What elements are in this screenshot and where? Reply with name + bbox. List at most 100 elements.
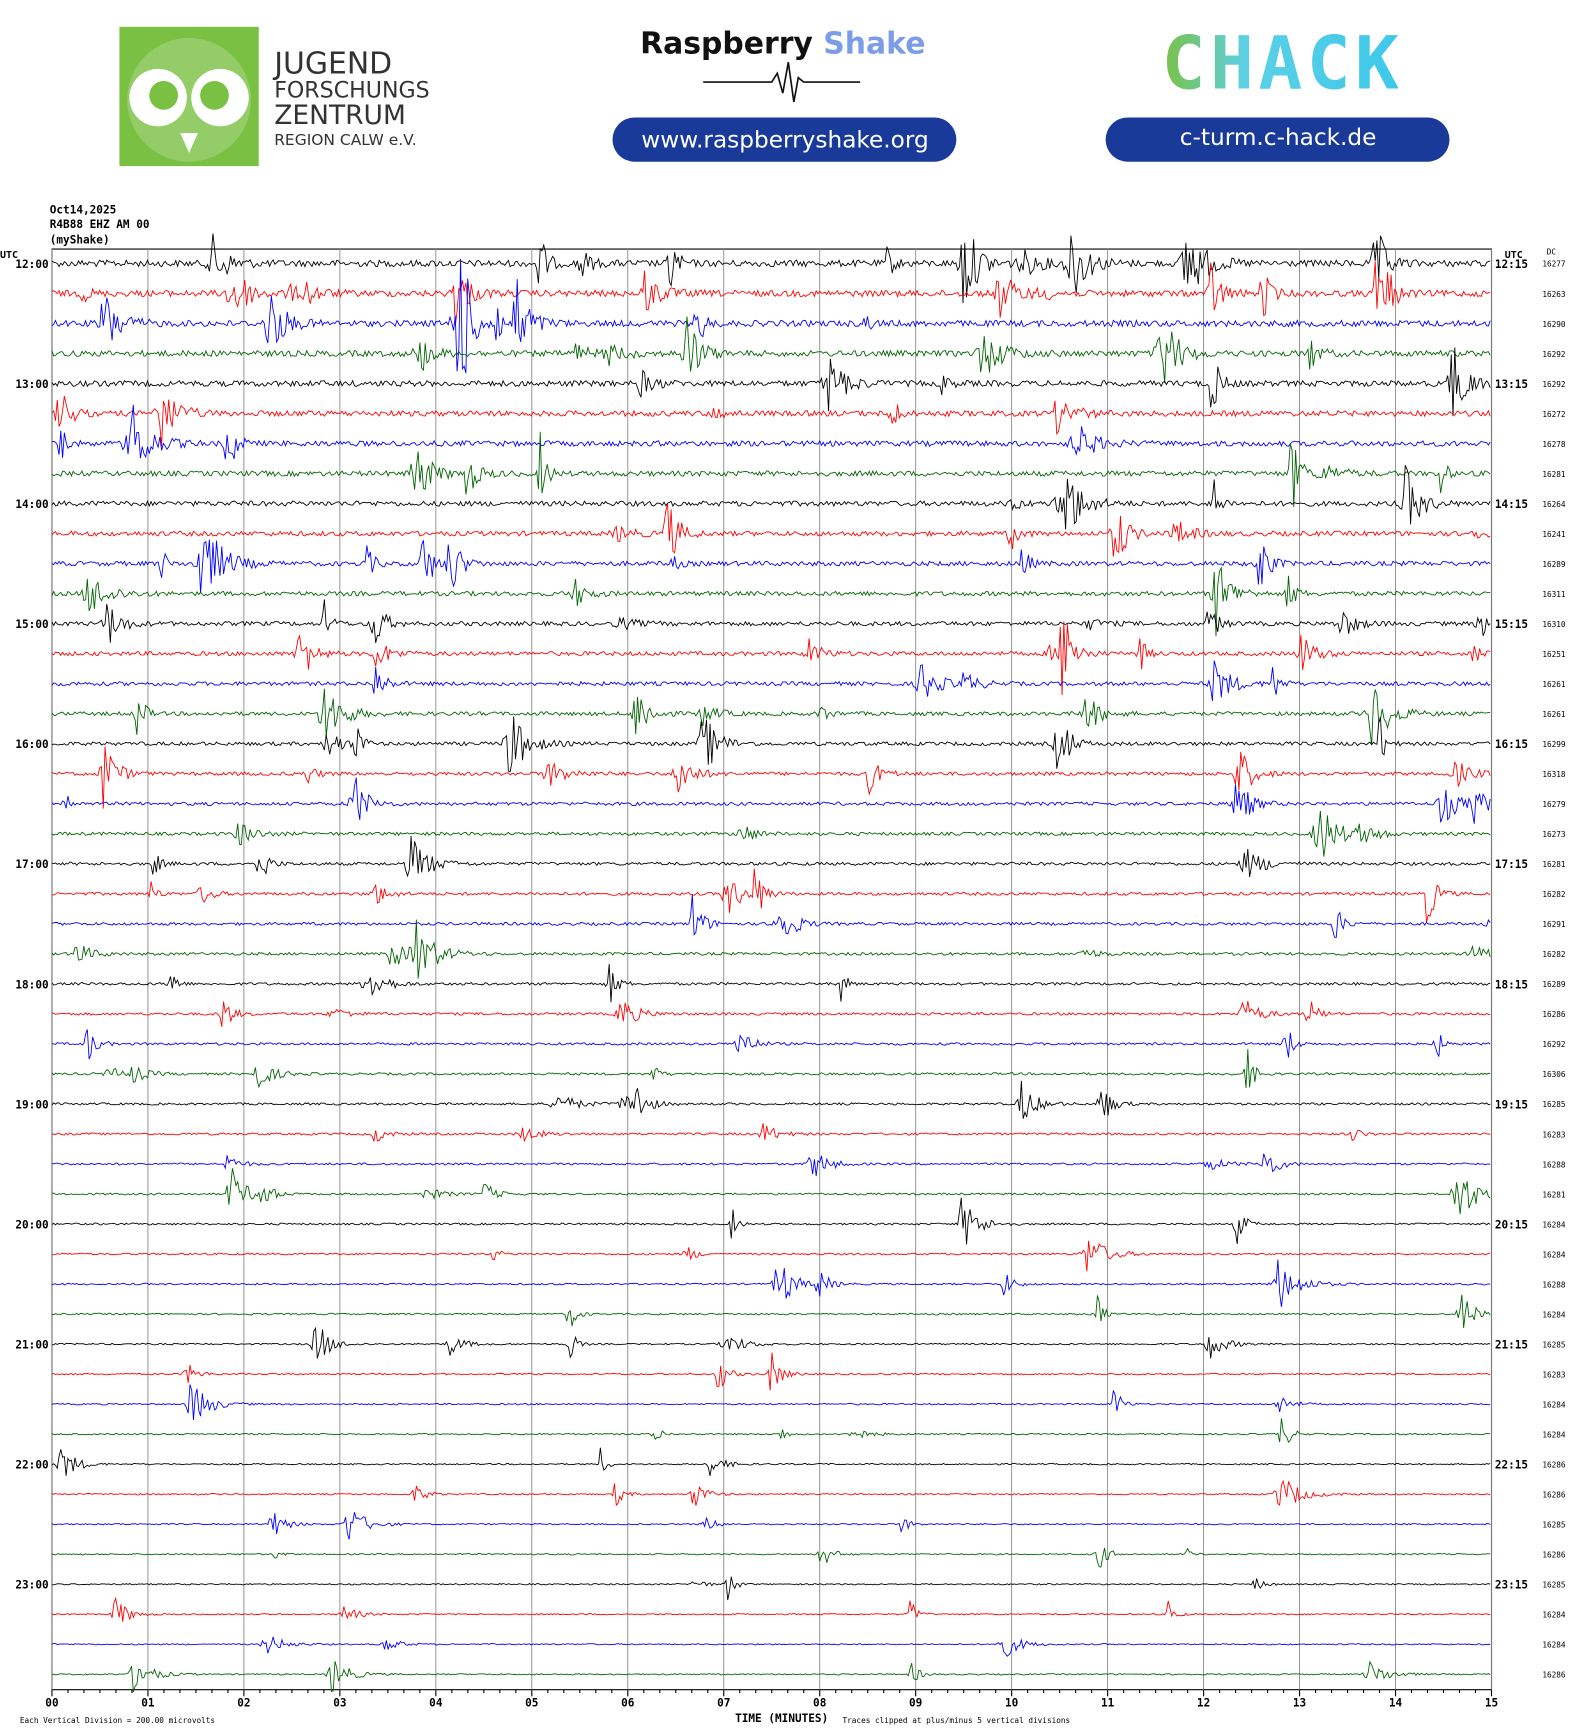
trace — [51, 894, 1491, 938]
trace — [51, 1547, 1491, 1568]
date: Oct14,2025 — [50, 204, 117, 217]
trace — [51, 566, 1491, 637]
x-tick-label: 12 — [1197, 1696, 1210, 1709]
trace — [51, 836, 1491, 878]
trace — [51, 1352, 1491, 1391]
time-label: 23:00 — [15, 1579, 48, 1592]
x-tick-label: 14 — [1389, 1696, 1403, 1709]
dc-value: 16285 — [1542, 1340, 1566, 1349]
dc-value: 16251 — [1542, 650, 1566, 659]
org-text: ZENTRUM — [274, 100, 406, 131]
time-label: 19:15 — [1495, 1098, 1528, 1111]
x-tick-label: 02 — [237, 1696, 250, 1709]
trace — [51, 716, 1491, 773]
time-label: 16:00 — [15, 738, 48, 751]
dc-value: 16292 — [1542, 1040, 1565, 1049]
dc-value: 16284 — [1542, 1430, 1566, 1439]
time-label: 19:00 — [15, 1098, 48, 1111]
x-label: TIME (MINUTES) — [735, 1712, 828, 1725]
time-label: 13:00 — [15, 378, 48, 391]
trace — [51, 1240, 1491, 1272]
dc-value: 16291 — [1542, 920, 1566, 929]
x-tick-label: 00 — [45, 1696, 58, 1709]
owl-pupil — [149, 81, 179, 110]
time-label: 22:00 — [15, 1459, 48, 1472]
trace — [51, 1294, 1491, 1328]
trace — [51, 347, 1491, 417]
time-label: 18:15 — [1495, 978, 1528, 991]
url-text: c-turm.c-hack.de — [1180, 124, 1377, 151]
trace — [51, 1660, 1491, 1693]
x-tick-label: 04 — [429, 1696, 443, 1709]
dc-value: 16281 — [1542, 860, 1566, 869]
trace — [51, 621, 1491, 695]
dc-value: 16273 — [1542, 830, 1566, 839]
dc-value: 16283 — [1542, 1130, 1566, 1139]
time-label: 15:00 — [15, 618, 48, 631]
dc-value: 16311 — [1542, 590, 1566, 599]
dc-value: 16264 — [1542, 500, 1566, 509]
trace — [51, 599, 1491, 643]
trace — [51, 431, 1491, 508]
trace — [51, 1001, 1491, 1027]
time-label: 17:00 — [15, 858, 48, 871]
trace — [51, 503, 1491, 557]
dc-value: 16284 — [1542, 1220, 1566, 1229]
dc-value: 16284 — [1542, 1611, 1566, 1620]
time-label: 12:00 — [15, 258, 48, 271]
trace — [51, 396, 1491, 447]
dc-value: 16289 — [1542, 980, 1566, 989]
trace — [51, 777, 1491, 824]
utc-left: UTC — [0, 250, 18, 261]
trace — [51, 1447, 1491, 1476]
dc-value: 16283 — [1542, 1370, 1566, 1379]
trace — [51, 1080, 1491, 1119]
dc-value: 16290 — [1542, 320, 1566, 329]
trace — [51, 261, 1491, 326]
x-tick-label: 07 — [717, 1696, 730, 1709]
dc-value: 16241 — [1542, 530, 1566, 539]
trace — [51, 1259, 1491, 1307]
dc-value: 16285 — [1542, 1521, 1566, 1530]
dc-value: 16284 — [1542, 1641, 1566, 1650]
time-label: 18:00 — [15, 978, 48, 991]
trace — [51, 964, 1491, 1003]
time-label: 22:15 — [1495, 1459, 1528, 1472]
trace — [51, 1197, 1491, 1245]
trace — [51, 1636, 1491, 1657]
dc-value: 16282 — [1542, 950, 1565, 959]
x-tick-label: 09 — [909, 1696, 922, 1709]
org-text: REGION CALW e.V. — [274, 131, 416, 149]
brand-wave — [703, 62, 861, 103]
dc-value: 16261 — [1542, 710, 1566, 719]
trace — [51, 465, 1491, 530]
dc-value: 16282 — [1542, 890, 1565, 899]
dc-value: 16292 — [1542, 380, 1565, 389]
dc-value: 16284 — [1542, 1400, 1566, 1409]
dc-value: 16306 — [1542, 1070, 1566, 1079]
trace — [51, 746, 1491, 809]
dc-value: 16272 — [1542, 410, 1565, 419]
brand-a: Raspberry — [640, 26, 813, 61]
url-pill — [612, 117, 957, 162]
trace — [51, 811, 1491, 857]
trace — [51, 688, 1491, 746]
url-text: www.raspberryshake.org — [641, 126, 928, 153]
trace — [51, 1049, 1491, 1089]
hack-logo: CHACK — [1162, 22, 1404, 107]
org-text: FORSCHUNGS — [274, 78, 429, 104]
traces — [51, 233, 1493, 1697]
trace — [51, 404, 1491, 460]
trace — [51, 1153, 1491, 1177]
dc-value: 16278 — [1542, 440, 1566, 449]
trace — [51, 1029, 1491, 1060]
trace — [51, 1418, 1491, 1443]
trace — [51, 868, 1491, 923]
dc-value: 16263 — [1542, 290, 1566, 299]
x-tick-label: 08 — [813, 1696, 826, 1709]
x-tick-label: 06 — [621, 1696, 635, 1709]
time-label: 12:15 — [1495, 258, 1528, 271]
trace — [51, 233, 1491, 304]
